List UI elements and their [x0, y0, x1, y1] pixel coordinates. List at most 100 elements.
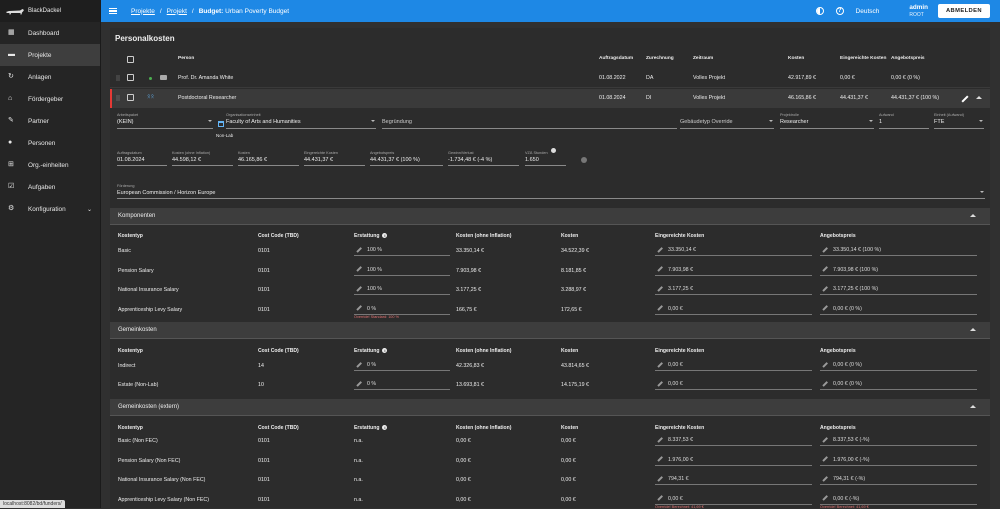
breadcrumb-projekte[interactable]: Projekte	[131, 7, 155, 15]
sidebar-item-fördergeber[interactable]: ⌂ Fördergeber	[0, 88, 100, 110]
kosten-value: 46.165,86 €	[238, 157, 268, 163]
eingereichte-kosten-input[interactable]: 794,31 €	[655, 474, 812, 485]
sidebar-item-konfiguration[interactable]: ⚙ Konfiguration ⌄	[0, 198, 100, 220]
gebaeudetyp-select[interactable]: Gebäudetyp Override	[680, 119, 774, 129]
einheit-select[interactable]: Einheit (Aufwand) FTE	[934, 113, 984, 129]
kosten-ohne-inflation: 0,00 €	[456, 457, 471, 464]
table-row[interactable]	[110, 68, 990, 88]
theme-toggle-icon[interactable]	[815, 7, 824, 15]
sidebar-item-projekte[interactable]: ▬ Projekte	[0, 44, 100, 66]
eingereicht-value: 44.431,37 €	[304, 157, 334, 163]
angebotspreis-input[interactable]: 0,00 € (0 %)	[820, 360, 977, 371]
projektrolle-select[interactable]: Projektrolle Researcher	[780, 113, 874, 129]
angebotspreis-input[interactable]: 8.337,53 € (-%)	[820, 435, 977, 446]
foerderung-select[interactable]: Förderung European Commission / Horizon E…	[117, 184, 985, 199]
kosten-oi-label: Kosten (ohne Inflation)	[172, 151, 211, 155]
foerderung-value: European Commission / Horizon Europe	[117, 190, 216, 196]
ap-value: 33.350,14 € (100 %)	[833, 247, 882, 253]
chevron-down-icon[interactable]: ⌄	[86, 206, 92, 213]
angebotspreis-input[interactable]: 0,00 € (-%)	[820, 494, 977, 505]
sidebar-item-org-einheiten[interactable]: ⊞ Org.-einheiten	[0, 154, 100, 176]
bank-icon: ⌂	[8, 95, 13, 102]
erstattung-value: n.a.	[354, 438, 363, 444]
person-icon: ●	[8, 139, 13, 146]
sidebar-item-anlagen[interactable]: ↻ Anlagen	[0, 66, 100, 88]
angebotspreis-input[interactable]: 7.903,98 € (100 %)	[820, 265, 977, 276]
collapse-icon[interactable]	[976, 96, 982, 99]
breadcrumb-projekt[interactable]: Projekt	[166, 7, 187, 15]
dropdown-arrow-icon	[869, 120, 873, 122]
eingereichte-kosten-input[interactable]: 0,00 €	[655, 494, 812, 505]
col-header-typ: Kostentyp	[118, 348, 143, 354]
col-header-erst: Erstattung i	[354, 425, 388, 431]
logout-button[interactable]: ABMELDEN	[937, 4, 990, 18]
row-checkbox[interactable]	[127, 94, 134, 101]
row-zurechnung: DI	[646, 95, 652, 101]
aufwand-input[interactable]: Aufwand 1	[879, 113, 929, 129]
erstattung-input[interactable]: 0 %	[354, 379, 450, 390]
eingereichte-kosten-input[interactable]: 33.350,14 €	[655, 245, 812, 256]
auftragsdatum-field[interactable]: Auftragsdatum 01.08.2024	[117, 151, 167, 166]
info-icon[interactable]: i	[382, 233, 388, 239]
cost-type: Indirect	[118, 363, 136, 369]
override-warning: Override! Standard: 100 %	[354, 314, 399, 319]
row-checkbox[interactable]	[127, 74, 134, 81]
collapse-icon[interactable]	[970, 214, 976, 217]
eingereichte-kosten-input[interactable]: 8.337,53 €	[655, 435, 812, 446]
col-header-erst: Erstattung i	[354, 348, 388, 354]
language-select[interactable]: Deutsch	[855, 7, 880, 15]
sidebar-item-dashboard[interactable]: ▦ Dashboard	[0, 22, 100, 44]
org-select[interactable]: Organisationseinheit Faculty of Arts and …	[226, 113, 376, 129]
menu-icon[interactable]	[109, 7, 117, 15]
section-gemeinkosten[interactable]: Gemeinkosten	[110, 322, 990, 339]
arbeitspaket-select[interactable]: Arbeitspaket (KEIN)	[117, 113, 213, 129]
row-eingereicht: 44.431,37 €	[840, 95, 868, 101]
sidebar-item-personen[interactable]: ● Personen	[0, 132, 100, 154]
angebotspreis-input[interactable]: 794,31 € (-%)	[820, 474, 977, 485]
drag-handle-icon[interactable]	[116, 75, 120, 81]
sidebar-item-partner[interactable]: ✎ Partner	[0, 110, 100, 132]
col-header-code: Cost Code (TBD)	[258, 233, 299, 239]
gebaeudetyp-label: Gebäudetyp Override	[680, 119, 733, 125]
drag-handle-icon[interactable]	[116, 95, 120, 101]
comment-icon[interactable]	[160, 75, 167, 80]
collapse-icon[interactable]	[970, 405, 976, 408]
refresh-icon[interactable]	[581, 157, 587, 163]
angebotspreis-input[interactable]: 0,00 € (0 %)	[820, 379, 977, 390]
kosten-ohne-inflation: 166,75 €	[456, 306, 477, 313]
edit-icon	[657, 285, 663, 292]
eingereichte-kosten-input[interactable]: 0,00 €	[655, 360, 812, 371]
info-icon[interactable]: i	[382, 348, 388, 354]
info-icon[interactable]: i	[382, 425, 388, 431]
angebotspreis-input[interactable]: 33.350,14 € (100 %)	[820, 245, 977, 256]
calendar-icon[interactable]	[218, 121, 224, 127]
begruendung-input[interactable]: Begründung	[382, 119, 677, 129]
eingereichte-kosten-input[interactable]: 3.177,25 €	[655, 284, 812, 295]
arbeitspaket-value: (KEIN)	[117, 119, 134, 125]
erstattung-input[interactable]: 100 %	[354, 284, 450, 295]
erstattung-input[interactable]: 100 %	[354, 245, 450, 256]
cost-type: National Insurance Salary (Non FEC)	[118, 477, 206, 483]
app-logo[interactable]: BlackDackel	[0, 0, 100, 22]
dachshund-logo-icon	[6, 8, 24, 14]
collapse-icon[interactable]	[970, 328, 976, 331]
section-gemeinkosten-extern[interactable]: Gemeinkosten (extern)	[110, 399, 990, 416]
eingereichte-kosten-input[interactable]: 0,00 €	[655, 304, 812, 315]
help-icon[interactable]: ?	[835, 7, 844, 15]
eingereichte-kosten-input[interactable]: 0,00 €	[655, 379, 812, 390]
table-row-selected[interactable]	[110, 89, 990, 108]
angebotspreis-input[interactable]: 3.177,25 € (100 %)	[820, 284, 977, 295]
erstattung-input[interactable]: 100 %	[354, 265, 450, 276]
eingereichte-kosten-input[interactable]: 1.976,00 €	[655, 455, 812, 466]
eingereichte-kosten-input[interactable]: 7.903,98 €	[655, 265, 812, 276]
org-icon: ⊞	[8, 161, 14, 168]
angebotspreis-input[interactable]: 0,00 € (0 %)	[820, 304, 977, 315]
angebotspreis-input[interactable]: 1.976,00 € (-%)	[820, 455, 977, 466]
sidebar-item-aufgaben[interactable]: ☑ Aufgaben	[0, 176, 100, 198]
info-icon[interactable]	[551, 148, 556, 153]
select-all-checkbox[interactable]	[127, 56, 134, 63]
erstattung-input[interactable]: 0 %	[354, 304, 450, 315]
section-komponenten[interactable]: Komponenten	[110, 208, 990, 225]
erstattung-input[interactable]: 0 %	[354, 360, 450, 371]
dashboard-icon: ▦	[8, 29, 15, 36]
